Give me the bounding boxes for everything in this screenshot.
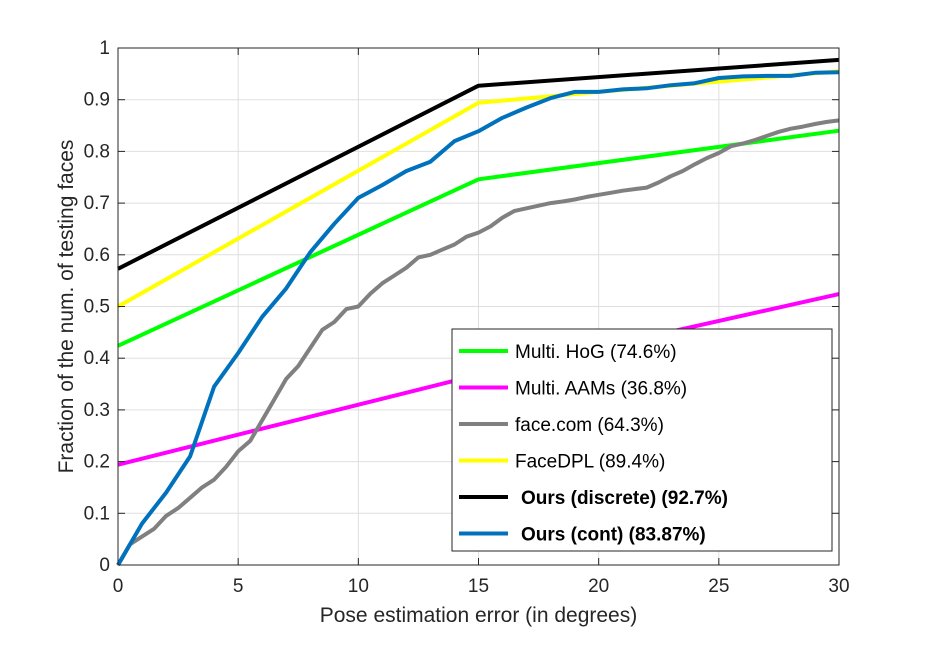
series-line-ours-cont-83-87	[116, 70, 840, 567]
series-line-ours-discrete-92-7	[117, 57, 840, 271]
y-tick-label: 0.8	[84, 141, 110, 162]
y-axis-label: Fraction of the num. of testing faces	[55, 140, 78, 474]
y-tick-label: 1	[99, 38, 110, 59]
axis-ticks: 0 5 10 15 20 25 30 0 0.1 0.2 0.3 0.4 0.5 0.6 0.7 0.8 0.9…	[84, 38, 850, 597]
series-line-face-com-64-3	[116, 118, 840, 567]
y-tick-label: 0.4	[84, 348, 111, 369]
y-tick-label: 0.5	[84, 297, 110, 318]
legend-box	[451, 328, 833, 552]
x-tick-label: 5	[233, 576, 244, 597]
y-tick-label: 0.1	[84, 503, 110, 524]
y-tick-label: 0.9	[84, 90, 110, 111]
x-tick-label: 20	[588, 576, 609, 597]
y-tick-label: 0.3	[84, 400, 110, 421]
legend-label-face-com-64-3: face.com (64.3%)	[515, 415, 664, 436]
y-tick-label: 0.2	[84, 452, 110, 473]
series-line-multi-hog-74-6	[117, 128, 840, 348]
x-axis-label: Pose estimation error (in degrees)	[320, 604, 637, 627]
x-tick-label: 15	[468, 576, 489, 597]
legend-label-multi-hog-74-6: Multi. HoG (74.6%)	[515, 342, 677, 363]
y-tick-label: 0.7	[84, 193, 110, 214]
series-lines	[116, 57, 840, 567]
legend-label-ours-cont-83-87: Ours (cont) (83.87%)	[521, 525, 706, 546]
legend-label-ours-discrete-92-7: Ours (discrete) (92.7%)	[521, 488, 728, 509]
y-tick-label: 0.6	[84, 245, 110, 266]
legend-label-facedpl-89-4: FaceDPL (89.4%)	[515, 452, 665, 473]
x-tick-label: 10	[348, 576, 369, 597]
legend: Multi. HoG (74.6%) Multi. AAMs (36.8%) fac…	[451, 328, 833, 552]
legend-label-multi-aams-36-8: Multi. AAMs (36.8%)	[515, 379, 687, 400]
y-tick-label: 0	[99, 555, 110, 576]
x-tick-label: 0	[113, 576, 124, 597]
x-tick-label: 30	[828, 576, 849, 597]
x-tick-label: 25	[708, 576, 729, 597]
